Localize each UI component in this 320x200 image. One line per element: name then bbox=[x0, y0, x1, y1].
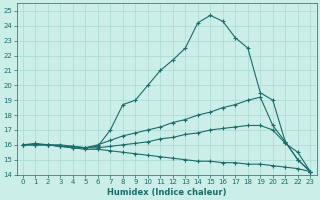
X-axis label: Humidex (Indice chaleur): Humidex (Indice chaleur) bbox=[107, 188, 226, 197]
